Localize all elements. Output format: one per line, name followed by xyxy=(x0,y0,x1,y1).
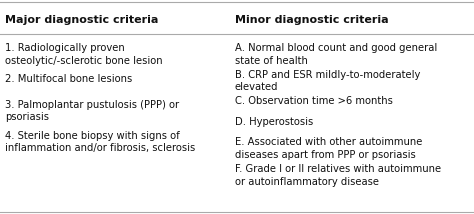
Text: 2. Multifocal bone lesions: 2. Multifocal bone lesions xyxy=(5,74,132,84)
Text: F. Grade I or II relatives with autoimmune
or autoinflammatory disease: F. Grade I or II relatives with autoimmu… xyxy=(235,164,441,187)
Text: D. Hyperostosis: D. Hyperostosis xyxy=(235,117,313,127)
Text: 3. Palmoplantar pustulosis (PPP) or
psoriasis: 3. Palmoplantar pustulosis (PPP) or psor… xyxy=(5,100,179,122)
Text: 4. Sterile bone biopsy with signs of
inflammation and/or fibrosis, sclerosis: 4. Sterile bone biopsy with signs of inf… xyxy=(5,131,195,153)
Text: 1. Radiologically proven
osteolytic/-sclerotic bone lesion: 1. Radiologically proven osteolytic/-scl… xyxy=(5,43,163,66)
Text: A. Normal blood count and good general
state of health: A. Normal blood count and good general s… xyxy=(235,43,437,66)
Text: B. CRP and ESR mildly-to-moderately
elevated: B. CRP and ESR mildly-to-moderately elev… xyxy=(235,70,420,92)
Text: Minor diagnostic criteria: Minor diagnostic criteria xyxy=(235,15,388,25)
Text: C. Observation time >6 months: C. Observation time >6 months xyxy=(235,96,392,106)
Text: E. Associated with other autoimmune
diseases apart from PPP or psoriasis: E. Associated with other autoimmune dise… xyxy=(235,137,422,160)
Text: Major diagnostic criteria: Major diagnostic criteria xyxy=(5,15,158,25)
